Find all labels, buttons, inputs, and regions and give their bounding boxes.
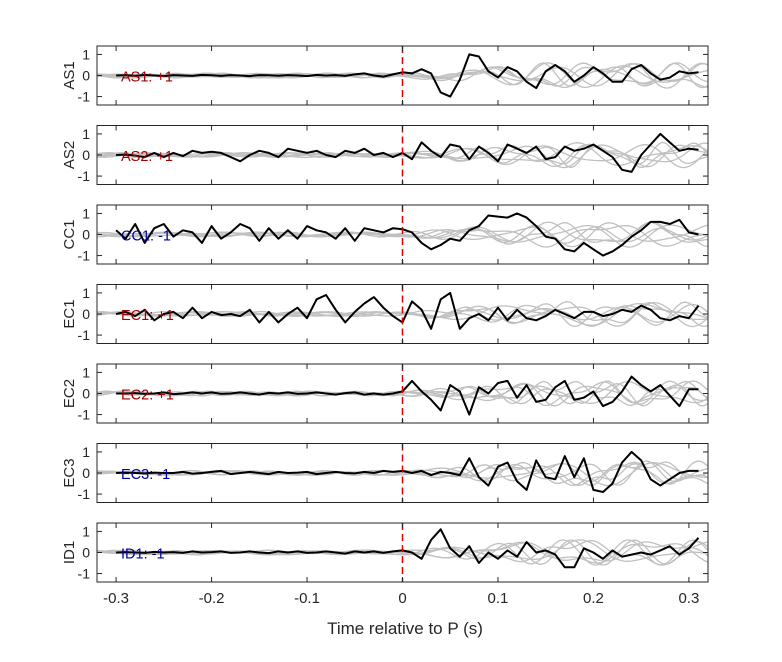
y-tick-label: 1: [82, 126, 90, 142]
background-trace: [97, 63, 708, 89]
background-traces: [97, 528, 708, 569]
background-trace: [97, 224, 708, 248]
x-tick-label: 0: [398, 590, 406, 607]
x-tick-label: -0.3: [103, 590, 129, 607]
y-axis-label: AS2: [61, 141, 78, 169]
y-tick-label: 0: [82, 227, 90, 243]
y-tick-label: 1: [82, 285, 90, 301]
y-axis-label: AS1: [61, 61, 78, 89]
x-axis-label: Time relative to P (s): [327, 619, 483, 638]
x-tick-label: 0.2: [583, 590, 604, 607]
y-tick-label: 0: [82, 465, 90, 481]
polarity-annotation: AS2: +1: [121, 149, 173, 165]
main-trace-ec2: [116, 375, 699, 416]
x-tick-label: 0.3: [678, 590, 699, 607]
y-tick-label: 0: [82, 68, 90, 84]
x-tick-label: 0.1: [488, 590, 509, 607]
main-trace-cc1: [115, 212, 699, 257]
y-tick-label: -1: [78, 168, 91, 184]
background-trace: [97, 62, 708, 87]
y-tick-label: 0: [82, 545, 90, 561]
background-trace: [97, 539, 708, 566]
background-trace: [97, 142, 708, 169]
y-tick-label: 0: [82, 147, 90, 163]
main-trace-ec1: [115, 291, 700, 330]
y-axis-label: EC1: [61, 299, 78, 328]
y-axis-label: ID1: [61, 541, 78, 564]
y-tick-label: -1: [78, 89, 91, 105]
y-tick-label: 0: [82, 306, 90, 322]
polarity-annotation: AS1: +1: [121, 70, 173, 86]
y-tick-label: 1: [82, 46, 90, 62]
x-tick-label: -0.2: [199, 590, 225, 607]
y-axis-label: CC1: [61, 219, 78, 249]
background-trace: [97, 380, 708, 407]
y-tick-label: 1: [82, 205, 90, 221]
y-tick-label: 1: [82, 364, 90, 380]
y-tick-label: 1: [82, 444, 90, 460]
main-trace-ec3: [116, 450, 699, 493]
main-trace-as1: [116, 53, 699, 98]
background-trace: [97, 462, 708, 485]
y-tick-label: -1: [78, 407, 91, 423]
y-tick-label: -1: [78, 327, 91, 343]
polarity-annotation: EC3: -1: [121, 467, 170, 483]
background-trace: [97, 380, 708, 407]
y-tick-label: -1: [78, 248, 91, 264]
polarity-annotation: EC1: +1: [121, 308, 174, 324]
main-trace-id1: [116, 528, 700, 569]
y-tick-label: 0: [82, 386, 90, 402]
main-trace-as2: [116, 132, 699, 173]
y-tick-label: -1: [78, 566, 91, 582]
polarity-annotation: EC2: +1: [121, 388, 174, 404]
x-tick-label: -0.1: [294, 590, 320, 607]
y-axis-label: EC3: [61, 458, 78, 487]
polarity-annotation: ID1: -1: [121, 547, 165, 563]
polarity-annotation: CC1: -1: [121, 229, 171, 245]
y-tick-label: 1: [82, 523, 90, 539]
y-tick-label: -1: [78, 486, 91, 502]
y-axis-label: EC2: [61, 379, 78, 408]
background-traces: [97, 291, 708, 330]
